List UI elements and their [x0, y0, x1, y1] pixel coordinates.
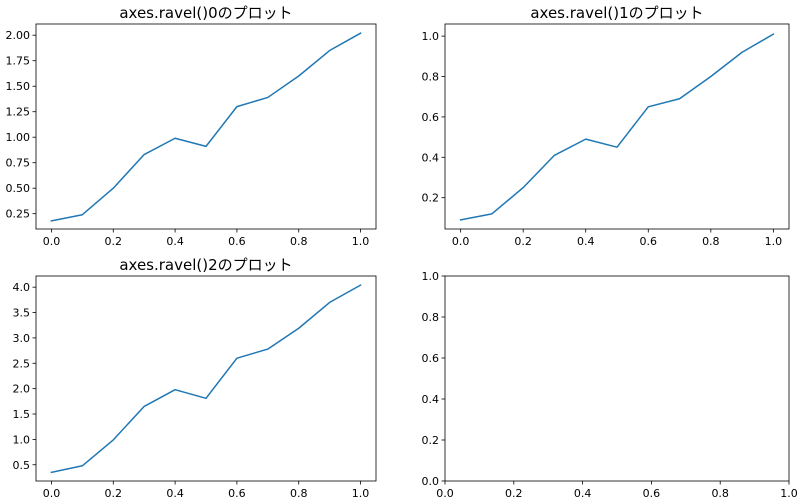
- panel-3-ytick-label: 0.2: [422, 434, 440, 447]
- panel-1-title: axes.ravel()1のプロット: [530, 4, 703, 22]
- panel-1-ytick-label: 1.0: [422, 30, 440, 43]
- panel-2-ytick-label: 3.5: [13, 307, 31, 320]
- panel-0-title: axes.ravel()0のプロット: [119, 4, 292, 22]
- panel-1: axes.ravel()1のプロット 0.0 0.2 0.4 0.6 0.8 1.0 0.2…: [422, 4, 790, 248]
- panel-1-xtick-label: 0.4: [577, 235, 595, 248]
- panel-2-xtick-label: 1.0: [352, 487, 370, 500]
- panel-1-xtick-label: 0.8: [702, 235, 720, 248]
- panel-0-ticks: 0.0 0.2 0.4 0.6 0.8 1.0 0.25 0.50 0.75 1.00 1.25 1.…: [6, 29, 370, 248]
- panel-2-ytick-label: 2.0: [13, 383, 31, 396]
- panel-0-series: [50, 32, 362, 222]
- panel-0-ytick-label: 0.75: [6, 157, 31, 170]
- panel-3-ytick-label: 0.6: [422, 352, 440, 365]
- panel-2-series-line: [50, 284, 362, 474]
- panel-3-xtick-label: 0.0: [436, 487, 454, 500]
- panel-1-xtick-label: 1.0: [765, 235, 783, 248]
- panel-0-ytick-label: 2.00: [6, 29, 31, 42]
- panel-2-xtick-label: 0.8: [290, 487, 308, 500]
- panel-2-ytick-label: 1.5: [13, 408, 31, 421]
- panel-1-xtick-label: 0.0: [452, 235, 470, 248]
- panel-0-ytick-label: 1.00: [6, 131, 31, 144]
- panel-0-axes-frame: [35, 23, 377, 230]
- panel-3-xtick-label: 0.2: [505, 487, 523, 500]
- panel-2-ticks: 0.0 0.2 0.4 0.6 0.8 1.0 0.5 1.0 1.5 2.0 2.5 3.0 3.5 4…: [13, 281, 370, 500]
- panel-2-ytick-label: 3.0: [13, 332, 31, 345]
- panel-3: 0.0 0.2 0.4 0.6 0.8 1.0 0.0 0.2 0.4 0.6 0.8 1.0: [422, 270, 798, 500]
- panel-1-xtick-label: 0.6: [640, 235, 658, 248]
- panel-0-xtick-label: 0.2: [105, 235, 123, 248]
- panel-3-ytick-label: 0.0: [422, 475, 440, 488]
- panel-0: axes.ravel()0のプロット 0.0 0.2 0.4 0.6 0.8 1.0 0.2…: [6, 4, 377, 248]
- panel-2-xtick-label: 0.0: [43, 487, 61, 500]
- panel-2: axes.ravel()2のプロット 0.0 0.2 0.4 0.6 0.8 1.0 0.5…: [13, 256, 377, 500]
- panel-3-xtick-label: 0.8: [711, 487, 729, 500]
- panel-2-ytick-label: 2.5: [13, 357, 31, 370]
- panel-3-ytick-label: 1.0: [422, 270, 440, 283]
- panel-1-xtick-label: 0.2: [514, 235, 532, 248]
- panel-3-xtick-label: 0.6: [643, 487, 661, 500]
- panel-2-xtick-label: 0.4: [166, 487, 184, 500]
- panel-2-series: [50, 284, 362, 474]
- panel-3-xtick-label: 0.4: [574, 487, 592, 500]
- panel-0-xtick-label: 0.0: [43, 235, 61, 248]
- panel-2-ytick-label: 4.0: [13, 281, 31, 294]
- panel-3-xtick-label: 1.0: [780, 487, 798, 500]
- panel-2-title: axes.ravel()2のプロット: [119, 256, 292, 274]
- panel-0-ytick-label: 0.50: [6, 182, 31, 195]
- panel-0-xtick-label: 1.0: [352, 235, 370, 248]
- panel-0-xtick-label: 0.6: [228, 235, 246, 248]
- panel-0-ytick-label: 1.75: [6, 55, 31, 68]
- panel-0-ytick-label: 1.50: [6, 80, 31, 93]
- panel-2-axes-frame: [35, 275, 377, 482]
- panel-1-ticks: 0.0 0.2 0.4 0.6 0.8 1.0 0.2 0.4 0.6 0.8 1.0: [422, 30, 783, 248]
- panel-1-ytick-label: 0.4: [422, 151, 440, 164]
- panel-3-ticks: 0.0 0.2 0.4 0.6 0.8 1.0 0.0 0.2 0.4 0.6 0.8 1.0: [422, 270, 798, 500]
- panel-0-xtick-label: 0.4: [166, 235, 184, 248]
- panel-1-axes-frame: [444, 23, 790, 230]
- panel-0-xtick-label: 0.8: [290, 235, 308, 248]
- panel-3-ytick-label: 0.4: [422, 393, 440, 406]
- panel-1-series-line: [459, 33, 775, 221]
- panel-0-ytick-label: 1.25: [6, 106, 31, 119]
- panel-3-ytick-label: 0.8: [422, 311, 440, 324]
- panel-0-series-line: [50, 32, 362, 222]
- panel-2-xtick-label: 0.6: [228, 487, 246, 500]
- panel-1-ytick-label: 0.2: [422, 192, 440, 205]
- panel-2-ytick-label: 1.0: [13, 433, 31, 446]
- panel-3-axes-frame: [444, 275, 790, 482]
- panel-2-ytick-label: 0.5: [13, 459, 31, 472]
- panel-2-xtick-label: 0.2: [105, 487, 123, 500]
- panel-1-series: [459, 33, 775, 221]
- panel-0-ytick-label: 0.25: [6, 208, 31, 221]
- panel-1-ytick-label: 0.8: [422, 71, 440, 84]
- panel-1-ytick-label: 0.6: [422, 111, 440, 124]
